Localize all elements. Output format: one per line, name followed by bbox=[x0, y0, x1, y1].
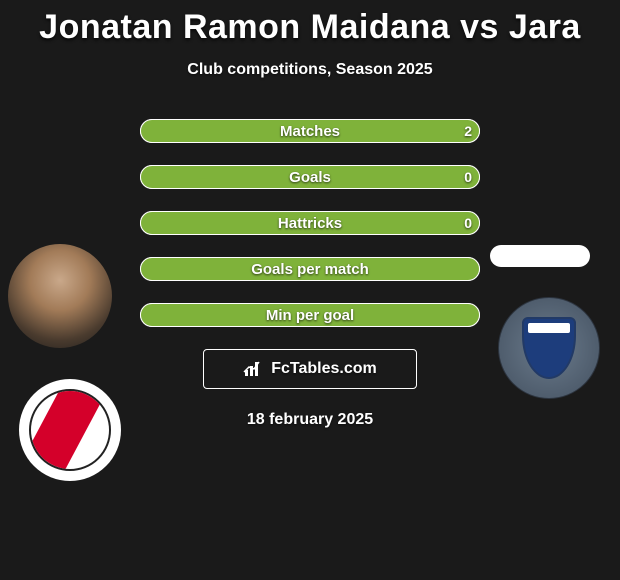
club-badge-left-inner bbox=[29, 389, 111, 471]
stat-value-left: 0 bbox=[464, 211, 472, 235]
club-badge-left bbox=[19, 379, 121, 481]
player-right-pill bbox=[490, 245, 590, 267]
club-badge-left-stripe bbox=[29, 391, 107, 469]
stat-row: Goals per match bbox=[140, 257, 480, 281]
stat-row: Hattricks 0 bbox=[140, 211, 480, 235]
subtitle: Club competitions, Season 2025 bbox=[0, 61, 620, 79]
club-badge-right bbox=[498, 297, 600, 399]
stat-label: Min per goal bbox=[266, 303, 354, 327]
stat-row: Goals 0 bbox=[140, 165, 480, 189]
stat-value-left: 2 bbox=[464, 119, 472, 143]
chart-icon bbox=[243, 360, 265, 378]
watermark-text: FcTables.com bbox=[271, 360, 377, 378]
stat-value-left: 0 bbox=[464, 165, 472, 189]
club-badge-right-shield-top bbox=[528, 323, 570, 333]
page-title: Jonatan Ramon Maidana vs Jara bbox=[0, 0, 620, 47]
stat-label: Hattricks bbox=[278, 211, 342, 235]
club-badge-right-shield bbox=[522, 317, 576, 379]
stat-label: Goals bbox=[289, 165, 331, 189]
stat-label: Goals per match bbox=[251, 257, 369, 281]
stat-bars: Matches 2 Goals 0 Hattricks 0 Goals per match M… bbox=[140, 119, 480, 327]
comparison-content: Matches 2 Goals 0 Hattricks 0 Goals per match M… bbox=[0, 119, 620, 429]
watermark: FcTables.com bbox=[203, 349, 417, 389]
stat-row: Matches 2 bbox=[140, 119, 480, 143]
stat-label: Matches bbox=[280, 119, 340, 143]
player-left-photo bbox=[8, 244, 112, 348]
stat-row: Min per goal bbox=[140, 303, 480, 327]
